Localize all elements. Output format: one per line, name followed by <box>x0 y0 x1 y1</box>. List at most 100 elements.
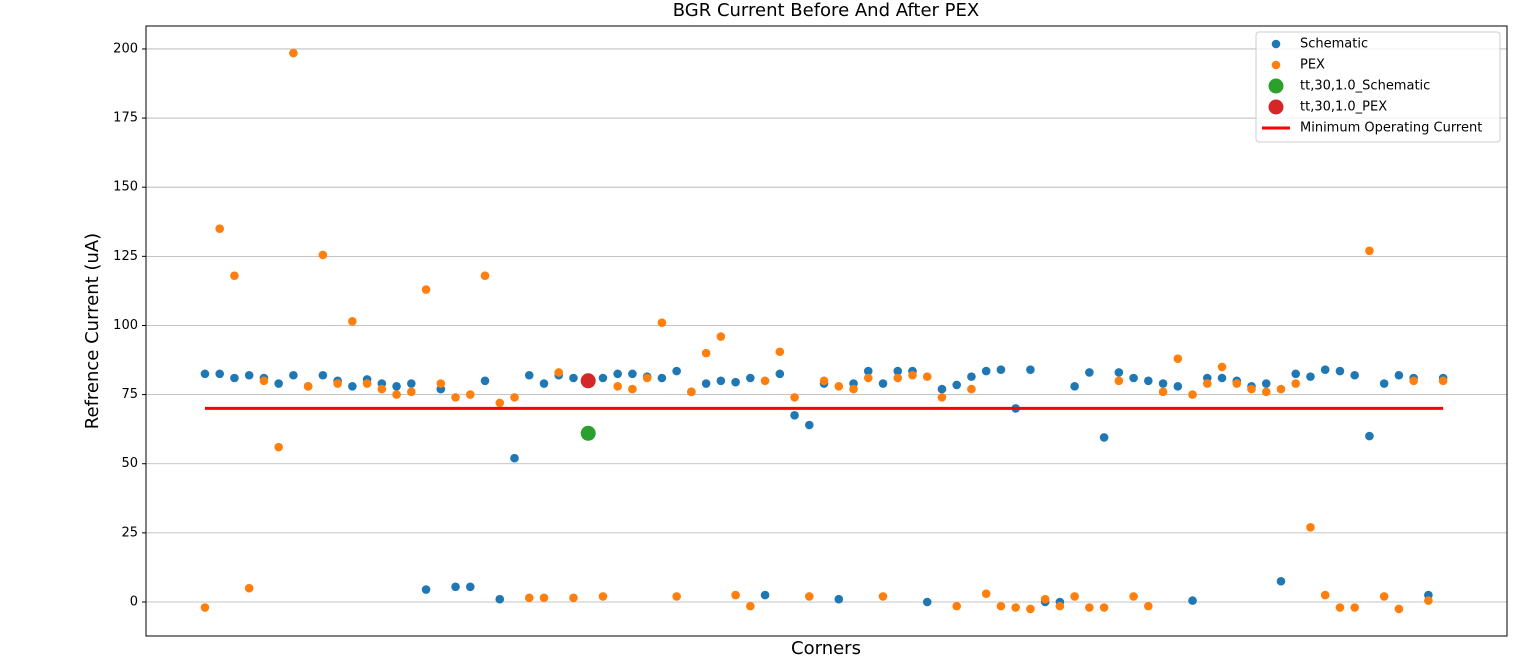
data-point <box>200 369 210 379</box>
legend-marker <box>1268 99 1284 115</box>
data-point <box>878 592 888 601</box>
data-point <box>937 393 947 402</box>
chart-title: BGR Current Before And After PEX <box>673 0 979 21</box>
data-point <box>392 390 401 399</box>
data-point <box>1129 592 1138 601</box>
data-point <box>672 366 681 376</box>
data-point <box>981 366 991 376</box>
data-point <box>1188 596 1197 605</box>
legend-marker <box>1271 60 1281 70</box>
legend-label: Schematic <box>1300 37 1368 52</box>
data-point <box>746 601 755 611</box>
data-point <box>1276 576 1286 586</box>
data-point <box>731 590 740 600</box>
data-point <box>495 398 505 408</box>
data-point <box>1040 594 1050 604</box>
data-point <box>569 593 578 603</box>
data-point <box>303 382 313 391</box>
data-point <box>878 379 888 388</box>
data-point <box>893 373 903 383</box>
y-tick-label: 150 <box>113 180 138 195</box>
data-point <box>1247 384 1256 394</box>
legend-label: tt,30,1.0_PEX <box>1300 100 1387 115</box>
data-point <box>289 370 298 380</box>
data-point <box>701 379 711 388</box>
data-point <box>834 594 844 604</box>
data-point <box>274 379 283 388</box>
data-point <box>1217 362 1227 372</box>
data-point <box>716 376 726 386</box>
data-point <box>318 250 328 260</box>
legend-marker <box>1268 78 1284 94</box>
data-point <box>1291 369 1301 379</box>
data-point <box>200 603 210 612</box>
data-point <box>598 592 608 601</box>
data-point <box>1438 376 1448 386</box>
data-point <box>672 592 681 601</box>
data-point <box>318 370 328 380</box>
data-point <box>1335 366 1345 376</box>
legend-label: tt,30,1.0_Schematic <box>1300 79 1430 94</box>
data-point <box>1320 590 1330 600</box>
data-point <box>922 597 932 607</box>
data-point <box>716 332 726 341</box>
y-tick-label: 0 <box>130 594 138 609</box>
data-point <box>495 594 505 604</box>
data-point <box>908 370 917 380</box>
y-tick-label: 25 <box>121 525 138 540</box>
data-point <box>377 384 387 394</box>
data-point <box>805 420 814 430</box>
data-point <box>657 318 667 328</box>
data-point <box>863 373 873 383</box>
legend-label: Minimum Operating Current <box>1300 121 1482 136</box>
data-point <box>996 365 1006 375</box>
data-point <box>510 453 519 463</box>
x-axis-label: Corners <box>791 638 861 659</box>
data-point <box>244 583 254 593</box>
legend-marker <box>1271 39 1281 49</box>
data-point <box>539 379 549 388</box>
data-point <box>1144 376 1153 386</box>
data-point <box>1424 596 1433 605</box>
data-point <box>952 380 962 390</box>
data-point <box>922 372 932 381</box>
data-point <box>981 589 991 598</box>
data-point <box>805 592 814 601</box>
data-point <box>362 379 372 388</box>
data-point <box>657 373 667 383</box>
data-point <box>1350 370 1359 380</box>
data-point <box>1173 382 1183 391</box>
data-point <box>1320 365 1330 375</box>
data-point <box>465 390 475 399</box>
data-point <box>569 373 578 383</box>
y-tick-label: 200 <box>113 41 138 56</box>
data-point <box>731 377 740 387</box>
data-point <box>937 384 947 394</box>
data-point <box>421 585 431 594</box>
data-point <box>1055 601 1065 611</box>
data-point <box>407 379 416 388</box>
data-point <box>1070 592 1079 601</box>
data-point <box>1306 372 1315 381</box>
data-point <box>613 382 622 391</box>
data-point <box>1261 379 1271 388</box>
data-point <box>1291 379 1301 388</box>
data-point <box>849 384 858 394</box>
data-point <box>790 393 799 402</box>
data-point <box>1217 373 1227 383</box>
data-point <box>1099 603 1109 612</box>
data-point <box>1261 387 1271 397</box>
data-point <box>1394 370 1404 380</box>
data-point <box>451 582 460 592</box>
data-point <box>480 376 490 386</box>
y-tick-label: 125 <box>113 249 138 264</box>
data-point <box>333 379 342 388</box>
data-point <box>1365 246 1374 256</box>
legend-box <box>1255 31 1501 143</box>
data-point <box>1158 387 1168 397</box>
data-point <box>1306 523 1315 532</box>
data-point <box>1188 390 1197 399</box>
legend-label: PEX <box>1300 58 1325 73</box>
data-point <box>746 373 755 383</box>
